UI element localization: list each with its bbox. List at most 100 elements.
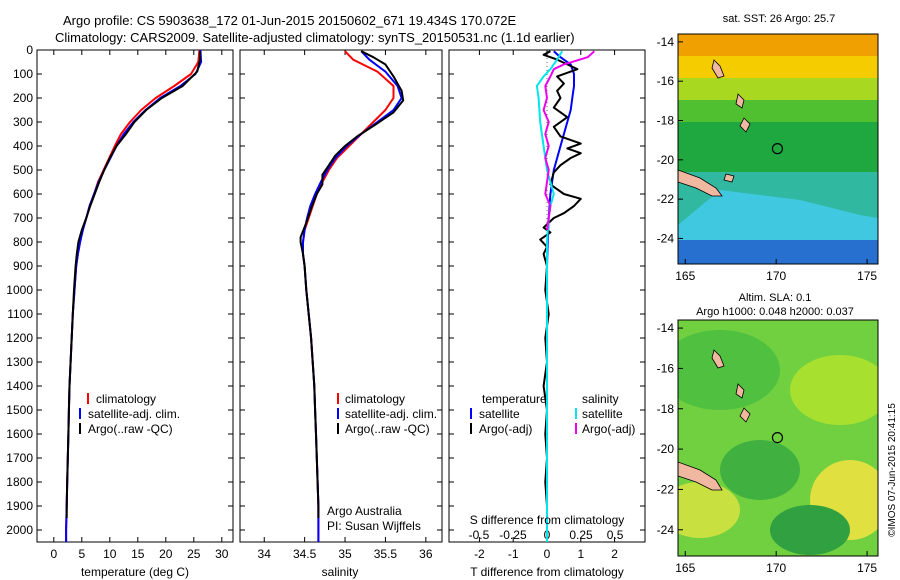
sst-band-yellow <box>678 56 878 78</box>
sla-map-title-1: Altim. SLA: 0.1 <box>739 292 812 304</box>
map-x-tick-label: 170 <box>766 269 786 283</box>
x-tick-label: 36 <box>419 547 433 561</box>
legend-label-climatology: climatology <box>96 392 156 406</box>
series-line-argo-raw-qc- <box>65 51 201 518</box>
difference-legend: temperature salinity satellite Argo(-adj… <box>470 392 635 436</box>
x-tick-label: -2 <box>474 547 485 561</box>
vanuatu-island <box>735 383 745 399</box>
vanuatu-island <box>735 93 745 109</box>
legend-label-satellite: satellite-adj. clim. <box>88 407 180 421</box>
x-tick-label: 34 <box>258 547 272 561</box>
s-tick-label: 0.5 <box>607 528 624 542</box>
legend-label-argo: Argo(..raw -QC) <box>88 422 173 436</box>
s-tick-label: -0.25 <box>499 528 527 542</box>
imos-credit: ©IMOS 07-Jun-2015 20:41:15 <box>887 403 898 537</box>
sla-blob <box>720 440 800 500</box>
sla-blob <box>678 482 740 538</box>
vanuatu-island <box>739 407 751 423</box>
x-tick-label: 20 <box>159 547 173 561</box>
x-tick-label: 0 <box>50 547 57 561</box>
y-tick-label: 1300 <box>6 355 33 369</box>
series-line-argo-raw-qc- <box>299 50 405 518</box>
temperature-xlabel: temperature (deg C) <box>81 565 189 579</box>
header-line-1: Argo profile: CS 5903638_172 01-Jun-2015… <box>63 13 517 28</box>
difference-axes: -2 -1 0 1 2-0.5 -0.25 0 0.25 0.5 <box>449 49 645 561</box>
sst-map-frame <box>677 33 879 265</box>
series-line-salinity-satellite <box>535 50 564 542</box>
new-caledonia-land <box>678 169 723 197</box>
map-y-tick-label: -14 <box>657 321 675 335</box>
sla-map <box>678 320 878 556</box>
sst-map-axes: 165 170 175 -14 -16 -18 -20 -22 -24 <box>657 35 878 283</box>
legend-title-temperature: temperature <box>482 392 547 406</box>
salinity-axes-frame <box>239 49 443 543</box>
s-difference-label: S difference from climatology <box>470 513 625 527</box>
y-tick-label: 100 <box>13 67 33 81</box>
legend-label-t-satellite: satellite <box>479 407 520 421</box>
y-tick-label: 1800 <box>6 475 33 489</box>
y-tick-label: 300 <box>13 115 33 129</box>
map-y-tick-label: -20 <box>657 442 675 456</box>
x-tick-label: 15 <box>131 547 145 561</box>
legend-label-s-satellite: satellite <box>582 407 623 421</box>
x-tick-label: 35.5 <box>374 547 398 561</box>
x-tick-label: 2 <box>611 547 618 561</box>
loyalty-island <box>723 173 735 183</box>
y-tick-label: 2000 <box>6 523 33 537</box>
vanuatu-island <box>711 59 725 79</box>
x-tick-label: 10 <box>103 547 117 561</box>
sla-map-axes: 165 170 175 -14 -16 -18 -20 -22 -24 <box>657 321 878 575</box>
map-y-tick-label: -20 <box>657 153 675 167</box>
x-tick-label: 5 <box>78 547 85 561</box>
argo-float-marker <box>771 143 784 155</box>
map-y-tick-label: -22 <box>657 482 675 496</box>
y-tick-label: 1700 <box>6 451 33 465</box>
legend-label-argo: Argo(..raw -QC) <box>345 422 430 436</box>
map-y-tick-label: -14 <box>657 35 675 49</box>
sst-map <box>678 34 878 264</box>
sst-band-orange <box>678 34 878 56</box>
y-tick-label: 1200 <box>6 331 33 345</box>
y-tick-label: 1000 <box>6 283 33 297</box>
y-tick-label: 800 <box>13 235 33 249</box>
sst-map-title: sat. SST: 26 Argo: 25.7 <box>723 13 836 25</box>
map-y-tick-label: -24 <box>657 523 675 537</box>
difference-lines <box>535 50 595 542</box>
series-line-salinity-argo-adj- <box>542 50 595 231</box>
legend-label-satellite: satellite-adj. clim. <box>345 407 437 421</box>
header-line-2: Climatology: CARS2009. Satellite-adjuste… <box>55 30 575 45</box>
x-tick-label: 0 <box>544 547 551 561</box>
sst-band-green <box>678 100 878 122</box>
sla-map-frame <box>677 319 879 557</box>
x-tick-label: -1 <box>508 547 519 561</box>
x-tick-label: 35 <box>338 547 352 561</box>
map-y-tick-label: -16 <box>657 74 675 88</box>
legend-label-climatology: climatology <box>345 392 405 406</box>
salinity-xlabel: salinity <box>322 565 359 579</box>
map-y-tick-label: -16 <box>657 361 675 375</box>
y-tick-label: 200 <box>13 91 33 105</box>
annotation-pi: PI: Susan Wijffels <box>327 519 421 533</box>
sla-blob <box>790 355 878 425</box>
y-tick-label: 400 <box>13 139 33 153</box>
new-caledonia-land <box>678 461 723 491</box>
y-tick-label: 1500 <box>6 403 33 417</box>
sla-blob <box>678 330 780 410</box>
y-tick-label: 1600 <box>6 427 33 441</box>
temperature-legend: climatology satellite-adj. clim. Argo(..… <box>79 392 180 436</box>
salinity-lines <box>299 50 405 542</box>
y-tick-label: 500 <box>13 163 33 177</box>
temperature-lines <box>65 50 203 542</box>
argo-float-marker <box>771 431 784 444</box>
map-y-tick-label: -18 <box>657 113 675 127</box>
legend-label-t-argo: Argo(-adj) <box>479 422 532 436</box>
map-x-tick-label: 175 <box>857 561 877 575</box>
x-tick-label: 25 <box>187 547 201 561</box>
vanuatu-island <box>711 349 725 369</box>
y-tick-label: 700 <box>13 211 33 225</box>
sst-band-lime <box>678 78 878 100</box>
y-tick-label: 1400 <box>6 379 33 393</box>
annotation-argo-australia: Argo Australia <box>327 504 402 518</box>
y-tick-label: 600 <box>13 187 33 201</box>
map-x-tick-label: 175 <box>857 269 877 283</box>
